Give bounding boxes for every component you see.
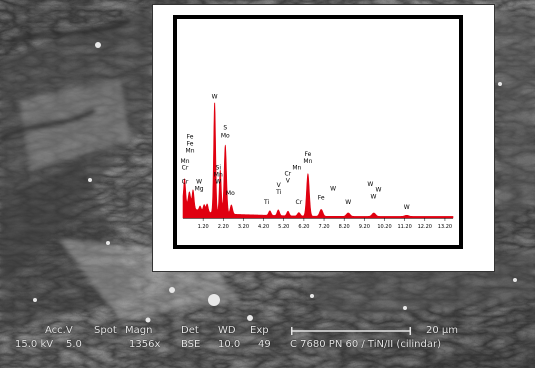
x-tick-label: 3.20 [238,224,249,230]
x-tick-label: 12.20 [418,224,432,230]
peak-label: Mg [195,185,204,192]
x-tick-label: 10.20 [377,224,391,230]
peak-label: Cr [182,165,189,172]
peak-label: Cr [182,179,189,186]
peak-label: Cr [284,170,291,177]
peak-label: Mn [303,158,312,165]
peak-label: Cr [296,199,303,206]
peak-label: W [375,187,381,194]
peak-label: Fe [305,151,312,158]
peak-label: Ti [263,199,269,206]
databar-value-wd: 10.0 [218,339,241,350]
spectrum-area [182,102,454,219]
peak-label: Mn [214,172,223,179]
x-tick-label: 4.20 [258,224,269,230]
databar-value-spot: 5.0 [66,339,82,350]
peak-label: Mn [181,158,190,165]
databar-header-spot: Spot [94,325,117,336]
peak-label: W [367,181,373,188]
x-tick-label: 5.20 [278,224,289,230]
eds-spectrum-chart: 1.20 2.20 3.20 4.20 5.20 6.20 7.20 8.20 9.20 10.2… [173,15,463,249]
x-tick-label: 6.20 [298,224,309,230]
peak-label: W [345,199,351,206]
databar-header-wd: WD [218,325,236,336]
x-tick-label: 1.20 [198,224,209,230]
wear-tracks [0,10,535,330]
peak-label: W [212,93,218,100]
peak-label: Fe [318,195,325,202]
peak-label: S [223,124,227,131]
wear-debris [33,42,517,323]
sample-label: C 7680 PN 60 / TiN/II (cilindar) [290,339,441,350]
eds-inset-panel: 1.20 2.20 3.20 4.20 5.20 6.20 7.20 8.20 9.20 10.2… [152,4,495,272]
sem-databar: Acc.V Spot Magn Det WD Exp 15.0 kV 5.0 1… [0,322,535,368]
scale-bar-label: 20 µm [426,325,459,336]
databar-value-exp: 49 [258,339,271,350]
databar-value-magn: 1356x [129,339,161,350]
databar-header-accv: Acc.V [45,325,73,336]
peak-label: Mn [186,147,195,154]
peak-label: W [215,179,221,186]
peak-label: Fe [187,141,194,148]
peak-label: Mo [221,133,230,140]
eds-spectrum-svg: 1.20 2.20 3.20 4.20 5.20 6.20 7.20 8.20 9.20 10.2… [181,93,454,230]
databar-value-accv: 15.0 kV [15,339,54,350]
peak-label: W [404,204,410,211]
peak-label: Ti [275,189,281,196]
peak-label: Si [216,165,222,172]
x-tick-label: 9.20 [359,224,370,230]
peak-label: Mn [292,165,301,172]
databar-header-det: Det [181,325,199,336]
peak-label: V [286,177,291,184]
peak-label: W [330,185,336,192]
peak-label: Mo [226,190,235,197]
databar-header-exp: Exp [250,325,269,336]
peak-label: W [370,193,376,200]
scale-bar [291,327,411,335]
x-tick-label: 11.20 [397,224,411,230]
x-tick-label: 7.20 [318,224,329,230]
peak-label: W [196,179,202,186]
x-tick-label: 13.20 [438,224,452,230]
peak-label: V [277,182,282,189]
databar-header-magn: Magn [125,325,153,336]
databar-value-det: BSE [181,339,201,350]
x-tick-label: 8.20 [339,224,350,230]
x-tick-label: 2.20 [218,224,229,230]
peak-label: Fe [187,134,194,141]
